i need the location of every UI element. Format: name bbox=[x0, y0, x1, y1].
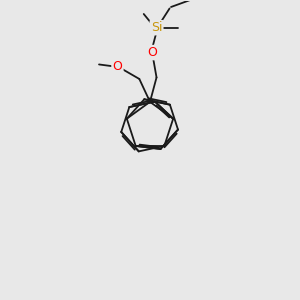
Text: O: O bbox=[112, 60, 122, 73]
Text: Si: Si bbox=[151, 21, 162, 34]
Text: O: O bbox=[147, 46, 157, 59]
